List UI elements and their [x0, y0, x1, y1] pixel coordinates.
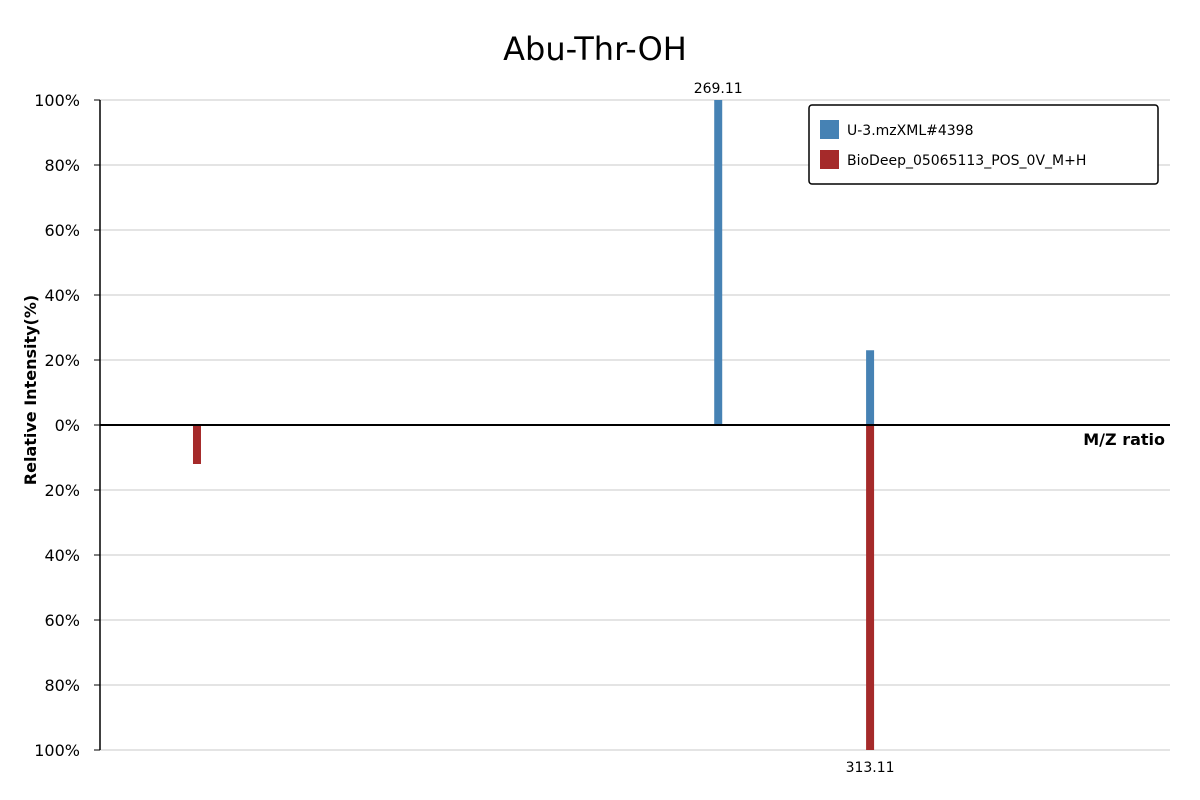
y-tick-label: 80% [44, 156, 80, 175]
y-tick-label: 60% [44, 221, 80, 240]
legend-swatch-query [820, 120, 839, 139]
grid-lines [100, 99, 1170, 751]
peak-bar [866, 425, 875, 750]
peak-label: 269.11 [694, 81, 743, 97]
y-tick-label: 60% [44, 611, 80, 630]
legend-swatch-reference [820, 150, 839, 169]
y-tick-label: 20% [44, 351, 80, 370]
x-axis-label: M/Z ratio [1083, 430, 1165, 449]
peak-bars [192, 100, 875, 750]
y-tick-label: 80% [44, 676, 80, 695]
peak-labels: 269.11 313.11 [694, 81, 895, 776]
y-tick-label: 100% [34, 741, 80, 760]
chart-title: Abu-Thr-OH [503, 30, 687, 68]
y-tick-label: 40% [44, 546, 80, 565]
y-tick-label: 100% [34, 91, 80, 110]
legend-box [808, 104, 1159, 185]
y-tick-label: 40% [44, 286, 80, 305]
peak-bar [866, 350, 875, 425]
y-axis-label: Relative Intensity(%) [21, 295, 40, 485]
peak-bar [714, 100, 723, 425]
legend-label-reference: BioDeep_05065113_POS_0V_M+H [847, 153, 1086, 169]
y-tick-label: 0% [55, 416, 80, 435]
y-tick-label: 20% [44, 481, 80, 500]
peak-bar [192, 425, 201, 464]
peak-label: 313.11 [846, 760, 895, 776]
legend: U-3.mzXML#4398 BioDeep_05065113_POS_0V_M… [808, 104, 1159, 185]
legend-label-query: U-3.mzXML#4398 [847, 123, 973, 139]
y-axis-ticks: 100% 80% 60% 40% 20% 0% 20% 40% 60% 80% 100% [34, 91, 100, 760]
